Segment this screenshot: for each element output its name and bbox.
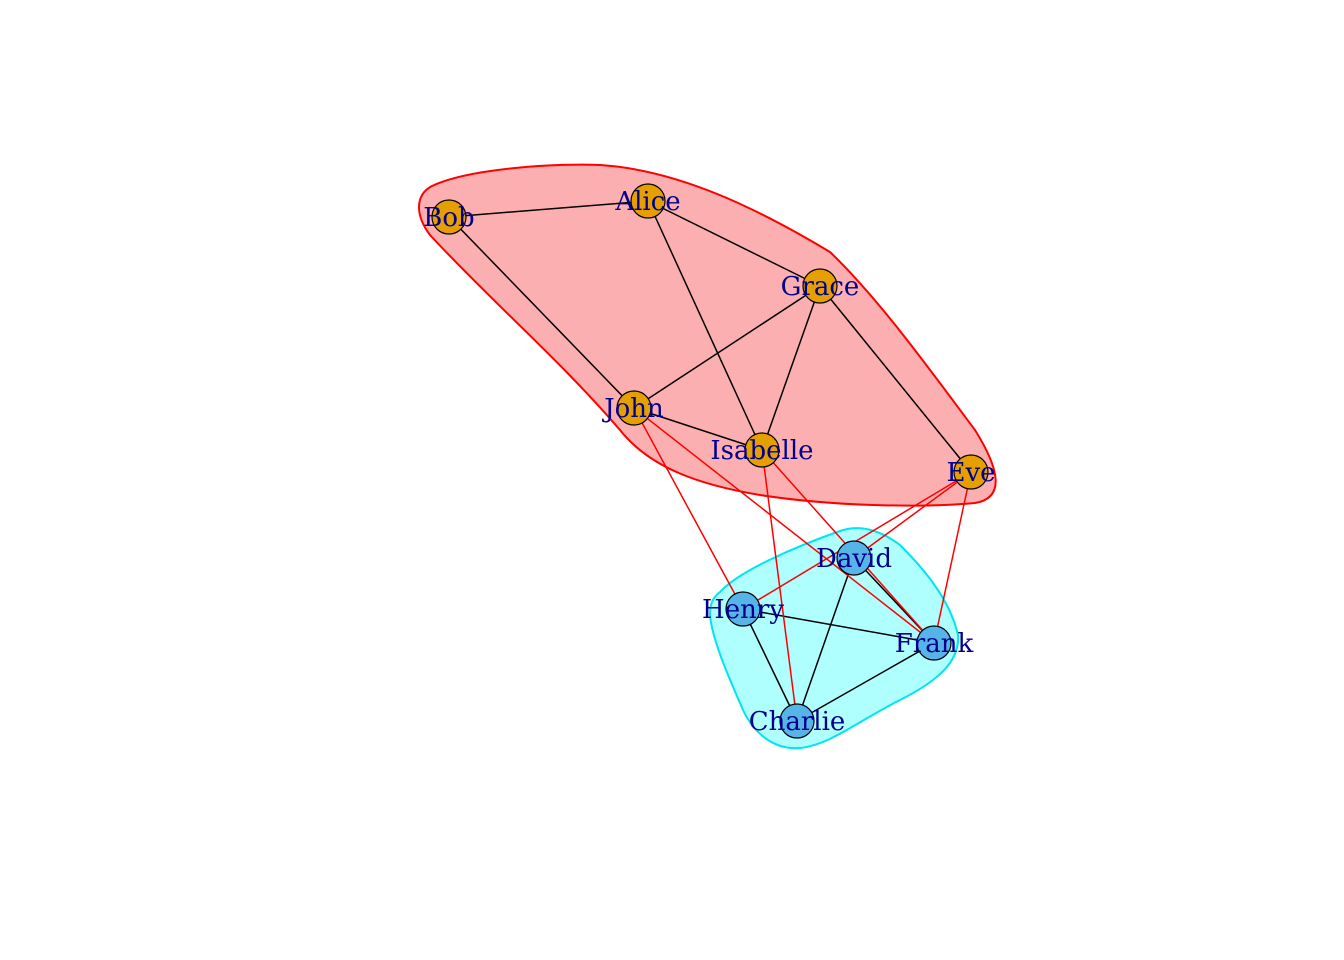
edge-david-charlie: [796, 557, 855, 722]
node-label-eve: Eve: [946, 458, 995, 488]
edge-grace-isabelle: [761, 285, 821, 451]
node-label-henry: Henry: [702, 595, 784, 625]
node-frank[interactable]: [916, 625, 952, 661]
node-label-john: John: [601, 394, 664, 424]
node-label-grace: Grace: [781, 272, 860, 302]
node-charlie[interactable]: [779, 703, 815, 739]
edge-frank-charlie: [796, 642, 935, 722]
node-labels: Bob Alice Grace John Isabelle Eve David Henry Fr…: [423, 187, 995, 737]
node-label-david: David: [816, 544, 892, 574]
node-eve[interactable]: [953, 454, 989, 490]
edge-eve-frank: [933, 471, 972, 644]
edge-grace-eve: [819, 285, 972, 473]
edge-eve-david: [853, 471, 972, 559]
edge-john-isabelle: [633, 407, 763, 451]
nodes: [431, 183, 989, 739]
edge-john-frank: [633, 407, 935, 644]
edge-bob-john: [448, 216, 635, 409]
node-david[interactable]: [836, 540, 872, 576]
node-grace[interactable]: [802, 268, 838, 304]
node-john[interactable]: [616, 390, 652, 426]
node-alice[interactable]: [630, 183, 666, 219]
edge-henry-frank: [742, 608, 935, 644]
edge-john-henry: [633, 407, 744, 610]
node-henry[interactable]: [725, 591, 761, 627]
community-hull-blue: [708, 527, 960, 750]
node-label-bob: Bob: [423, 203, 474, 233]
node-label-frank: Frank: [895, 629, 974, 659]
node-label-isabelle: Isabelle: [710, 436, 813, 466]
edge-bob-alice: [448, 200, 649, 218]
community-hulls: [418, 163, 997, 750]
edge-grace-john: [633, 285, 821, 409]
node-bob[interactable]: [431, 199, 467, 235]
edge-henry-charlie: [742, 608, 798, 722]
node-isabelle[interactable]: [744, 432, 780, 468]
edge-alice-isabelle: [647, 200, 763, 451]
node-label-charlie: Charlie: [749, 707, 846, 737]
edges: [448, 200, 972, 722]
node-label-alice: Alice: [614, 187, 680, 217]
community-hull-orange: [418, 163, 997, 507]
edge-isabelle-charlie: [761, 449, 798, 722]
edge-eve-henry: [742, 471, 972, 610]
edge-alice-grace: [647, 200, 821, 287]
